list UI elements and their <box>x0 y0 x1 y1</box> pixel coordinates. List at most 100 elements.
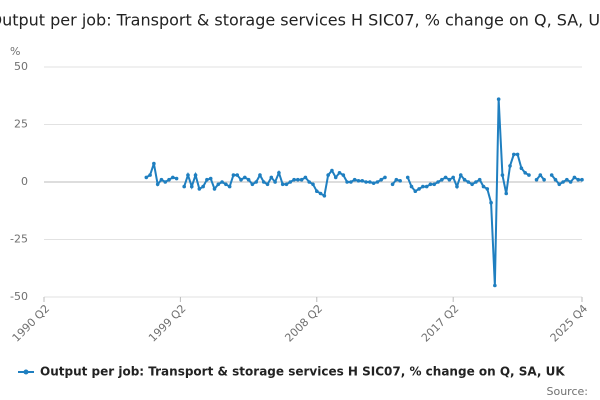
point <box>481 184 486 189</box>
point <box>489 200 493 205</box>
point <box>466 180 471 184</box>
point <box>246 177 251 182</box>
point <box>508 164 512 168</box>
point <box>379 177 383 182</box>
point <box>458 173 463 177</box>
point <box>470 182 474 187</box>
point <box>318 191 323 196</box>
point <box>269 175 274 180</box>
point <box>326 173 330 177</box>
point <box>189 184 194 189</box>
point <box>265 182 270 187</box>
point <box>296 177 300 182</box>
point <box>432 182 437 187</box>
x-tick-label: 2025 Q4 <box>548 302 591 345</box>
source: Source: <box>547 385 589 398</box>
point <box>383 175 387 180</box>
point <box>375 180 380 184</box>
chart-title: Output per job: Transport & storage serv… <box>0 11 600 30</box>
point <box>485 187 490 191</box>
point <box>421 184 425 189</box>
point <box>527 173 531 177</box>
point <box>288 180 293 184</box>
point <box>413 189 418 193</box>
point <box>333 175 338 180</box>
point <box>390 182 395 187</box>
point <box>330 168 334 173</box>
point <box>220 180 224 184</box>
point <box>512 152 516 157</box>
point <box>186 173 190 177</box>
point <box>568 180 573 184</box>
point <box>534 177 539 182</box>
point <box>250 182 255 187</box>
point <box>159 177 164 182</box>
point <box>303 175 308 180</box>
point <box>197 187 202 191</box>
point <box>144 175 149 180</box>
point <box>398 179 402 183</box>
legend-marker <box>23 369 29 375</box>
point <box>504 191 509 196</box>
point <box>243 175 247 180</box>
point <box>307 180 312 184</box>
point <box>212 187 217 191</box>
point <box>352 177 357 182</box>
point <box>205 177 209 182</box>
point <box>356 179 361 183</box>
point <box>311 182 315 187</box>
point <box>292 177 296 182</box>
point <box>152 161 156 166</box>
point <box>542 177 546 182</box>
point <box>155 182 160 187</box>
y-tick-label: -25 <box>10 233 28 246</box>
point <box>235 173 240 177</box>
point <box>424 184 429 189</box>
x-tick-label: 2017 Q2 <box>419 302 462 345</box>
point <box>409 184 414 189</box>
point <box>549 173 554 177</box>
point <box>231 173 236 177</box>
y-tick-label: -50 <box>10 290 28 303</box>
point <box>462 177 467 182</box>
point <box>261 180 266 184</box>
x-tick-label: 2008 Q2 <box>282 302 325 345</box>
point <box>519 166 524 170</box>
y-tick-label: 50 <box>14 60 28 73</box>
point <box>371 181 376 185</box>
y-tick-label: 0 <box>21 175 28 188</box>
series-line <box>183 168 386 198</box>
point <box>500 173 505 177</box>
point <box>565 177 569 182</box>
point <box>227 184 232 189</box>
point <box>405 175 410 180</box>
point <box>341 173 346 177</box>
point <box>515 152 520 157</box>
point <box>553 177 558 182</box>
point <box>163 180 168 184</box>
point <box>322 194 327 198</box>
point <box>436 180 440 184</box>
point <box>167 177 171 182</box>
point <box>258 173 262 177</box>
point <box>496 97 501 101</box>
point <box>284 182 289 187</box>
series-line <box>406 99 530 286</box>
point <box>337 171 342 175</box>
point <box>580 177 584 182</box>
point <box>208 176 213 181</box>
point <box>201 184 205 189</box>
y-tick-label: 25 <box>14 118 28 131</box>
point <box>443 175 448 180</box>
point <box>360 179 365 183</box>
point <box>171 175 175 180</box>
point <box>216 182 221 187</box>
point <box>345 180 349 184</box>
point <box>273 180 277 184</box>
point <box>538 173 543 177</box>
point <box>455 184 459 189</box>
point <box>523 171 527 175</box>
point <box>561 180 565 184</box>
